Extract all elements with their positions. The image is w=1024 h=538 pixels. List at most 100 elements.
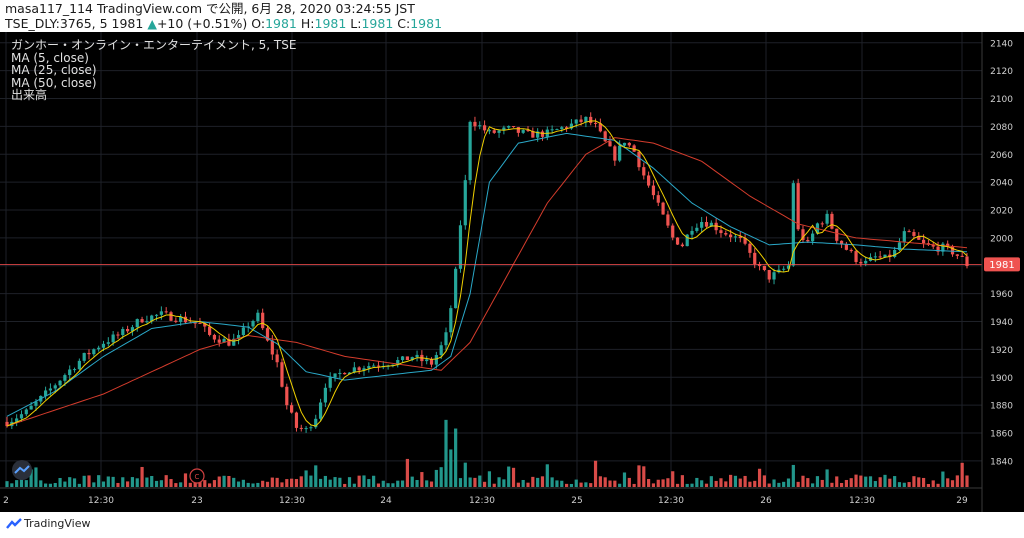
last-price: 1981 <box>111 16 144 31</box>
symbol-ohlc: TSE_DLY:3765, 5 1981 ▲+10 (+0.51%) O:198… <box>5 16 442 31</box>
candle-body <box>449 308 453 333</box>
volume-bar <box>811 483 815 487</box>
volume-bar <box>68 477 72 487</box>
close-label: C: <box>397 16 411 31</box>
volume-bar <box>777 482 781 487</box>
x-tick-label: 26 <box>760 496 772 506</box>
candle-body <box>169 312 173 321</box>
volume-bar <box>839 482 844 487</box>
x-tick-label: 2 <box>3 496 9 506</box>
event-marker-icon[interactable]: C <box>189 468 205 484</box>
y-tick-label: 1840 <box>990 457 1013 467</box>
candle-body <box>835 228 839 241</box>
tradingview-logo-icon[interactable] <box>6 518 22 530</box>
ma25-line <box>6 132 968 417</box>
volume-bar <box>873 481 877 487</box>
candle-body <box>367 366 371 369</box>
candle-body <box>492 130 496 133</box>
volume-bar <box>622 472 627 487</box>
candle-body <box>304 428 308 430</box>
legend-title: ガンホー・オンライン・エンターテイメント, 5, TSE <box>11 38 296 52</box>
volume-bar <box>603 477 607 487</box>
publish-info: masa117_114 TradingView.com で公開, 6月 28, … <box>5 1 415 16</box>
candle-body <box>965 256 969 267</box>
candle-body <box>140 319 144 323</box>
volume-bar <box>729 474 733 487</box>
volume-bar <box>820 479 824 487</box>
volume-bar <box>463 462 467 487</box>
candle-body <box>154 314 159 316</box>
ma5-line <box>6 120 968 427</box>
candle-body <box>68 369 72 376</box>
volume-bar <box>449 449 453 487</box>
volume-bar <box>946 478 950 487</box>
volume-bar <box>782 481 786 487</box>
volume-bar <box>376 483 381 487</box>
chart-background <box>0 32 1024 512</box>
candle-body <box>777 269 781 273</box>
candle-body <box>232 338 236 346</box>
volume-bar <box>806 478 810 487</box>
footer-brand[interactable]: TradingView <box>24 517 91 530</box>
candle-body <box>208 326 212 335</box>
volume-bar <box>5 481 9 487</box>
volume-bar <box>753 480 757 487</box>
y-tick-label: 2100 <box>990 95 1013 105</box>
candle-body <box>782 268 786 270</box>
volume-bar <box>743 475 747 487</box>
volume-bar <box>121 477 125 487</box>
volume-bar <box>367 479 371 487</box>
time-axis[interactable]: 2 12:30 23 12:30 24 12:30 25 12:30 26 12:30 29 <box>0 487 982 506</box>
volume-bar <box>950 480 955 487</box>
volume-bar <box>555 480 559 487</box>
volume-bar <box>458 478 463 487</box>
y-tick-label: 1960 <box>990 290 1013 300</box>
volume-bar <box>651 483 656 487</box>
candle-body <box>478 125 482 127</box>
volume-bar <box>917 477 921 487</box>
candle-body <box>593 122 598 124</box>
volume-bar <box>34 467 38 487</box>
volume-bar <box>48 483 53 487</box>
volume-bar <box>265 481 270 487</box>
candle-body <box>82 352 86 361</box>
volume-bar <box>410 476 414 487</box>
volume-bar <box>405 458 410 487</box>
candle-body <box>487 130 492 132</box>
candle-body <box>241 327 245 336</box>
tradingview-watermark-icon[interactable] <box>12 460 32 480</box>
volume-bar <box>637 465 641 487</box>
candle-body <box>526 130 530 132</box>
candle-body <box>290 405 294 413</box>
volume-bar <box>439 467 443 487</box>
chart-area[interactable]: 1840186018801900192019401960198020002020… <box>0 32 1024 512</box>
price-chart[interactable]: 1840186018801900192019401960198020002020… <box>0 32 1024 512</box>
candle-body <box>685 234 689 247</box>
volume-bar <box>97 475 101 487</box>
candle-body <box>941 243 945 252</box>
candle-body <box>536 131 540 138</box>
candle-body <box>294 412 299 428</box>
volume-bar <box>400 480 405 487</box>
volume-bar <box>126 481 130 487</box>
volume-bars <box>5 419 969 487</box>
candle-body <box>347 372 352 375</box>
candle-body <box>497 130 501 133</box>
volume-bar <box>236 481 241 487</box>
volume-bar <box>251 483 255 487</box>
high-value: 1981 <box>314 16 347 31</box>
candle-body <box>864 260 868 264</box>
volume-bar <box>492 483 496 487</box>
volume-bar <box>222 475 226 487</box>
volume-bar <box>179 482 183 487</box>
candle-body <box>48 388 53 391</box>
volume-bar <box>304 470 308 487</box>
volume-bar <box>362 475 366 487</box>
candle-body <box>458 225 463 269</box>
candle-body <box>695 227 699 231</box>
candle-body <box>849 249 853 252</box>
candle-body <box>883 254 887 258</box>
volume-bar <box>902 482 906 487</box>
candle-body <box>77 360 81 370</box>
y-tick-label: 1880 <box>990 402 1013 412</box>
